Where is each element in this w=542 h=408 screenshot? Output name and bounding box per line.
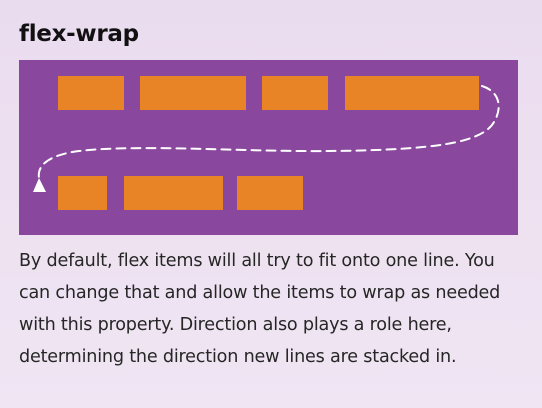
description-text: By default, flex items will all try to f… bbox=[19, 251, 501, 367]
diagram-svg bbox=[19, 60, 518, 235]
flex-item bbox=[140, 76, 246, 110]
flex-item bbox=[58, 76, 124, 110]
flex-wrap-diagram bbox=[19, 60, 518, 235]
flex-item bbox=[58, 176, 107, 210]
flex-item bbox=[237, 176, 303, 210]
flex-item bbox=[262, 76, 328, 110]
flex-item bbox=[345, 76, 479, 110]
wrap-arrow-head bbox=[33, 178, 46, 192]
flex-item bbox=[124, 176, 223, 210]
section-title: flex-wrap bbox=[19, 21, 139, 47]
wrap-arrow-path bbox=[37, 85, 500, 179]
